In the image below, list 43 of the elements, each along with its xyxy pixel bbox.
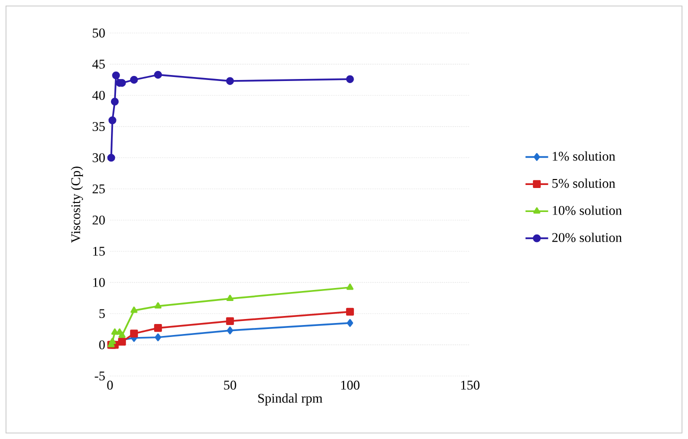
- point: [130, 306, 138, 313]
- y-tick-label: 30: [92, 153, 105, 162]
- y-tick-label: 50: [92, 28, 105, 38]
- point: [346, 319, 354, 327]
- y-tick-label: 0: [99, 340, 105, 350]
- point: [154, 302, 162, 309]
- point: [130, 76, 138, 84]
- point: [346, 308, 354, 316]
- point: [108, 116, 116, 124]
- y-tick-label: 15: [93, 246, 105, 256]
- point: [110, 98, 119, 106]
- y-tick-label: 10: [93, 278, 105, 287]
- legend-label: 1% solution: [552, 151, 616, 161]
- y-tick-label: 35: [92, 122, 105, 132]
- y-tick-label: 25: [92, 184, 105, 194]
- y-tick-label: 20: [92, 216, 105, 225]
- point: [226, 326, 234, 334]
- y-tick-label: 5: [99, 309, 105, 318]
- point: [108, 338, 116, 344]
- point: [226, 77, 234, 85]
- y-axis-title: Viscosity (Cp): [70, 166, 83, 243]
- point: [226, 317, 234, 326]
- point: [112, 72, 120, 80]
- point: [118, 332, 126, 338]
- x-tick-label: 0: [107, 380, 113, 390]
- legend-label: 10% solution: [552, 206, 622, 215]
- point: [154, 70, 162, 79]
- point: [226, 294, 234, 302]
- point: [130, 330, 138, 338]
- y-tick-label: -5: [94, 372, 105, 380]
- legend-label: 5% solution: [552, 178, 616, 188]
- point: [346, 284, 354, 290]
- y-tick-label: 40: [92, 90, 105, 100]
- point: [346, 75, 354, 84]
- x-tick-label: 100: [341, 380, 360, 390]
- x-axis-title: Spindal rpm: [258, 393, 322, 406]
- x-tick-label: 50: [224, 380, 236, 390]
- y-tick-label: 45: [92, 60, 105, 69]
- x-tick-label: 150: [461, 380, 480, 390]
- point: [107, 154, 116, 162]
- legend-label: 20% solution: [552, 232, 622, 242]
- point: [154, 333, 162, 342]
- point: [154, 324, 162, 332]
